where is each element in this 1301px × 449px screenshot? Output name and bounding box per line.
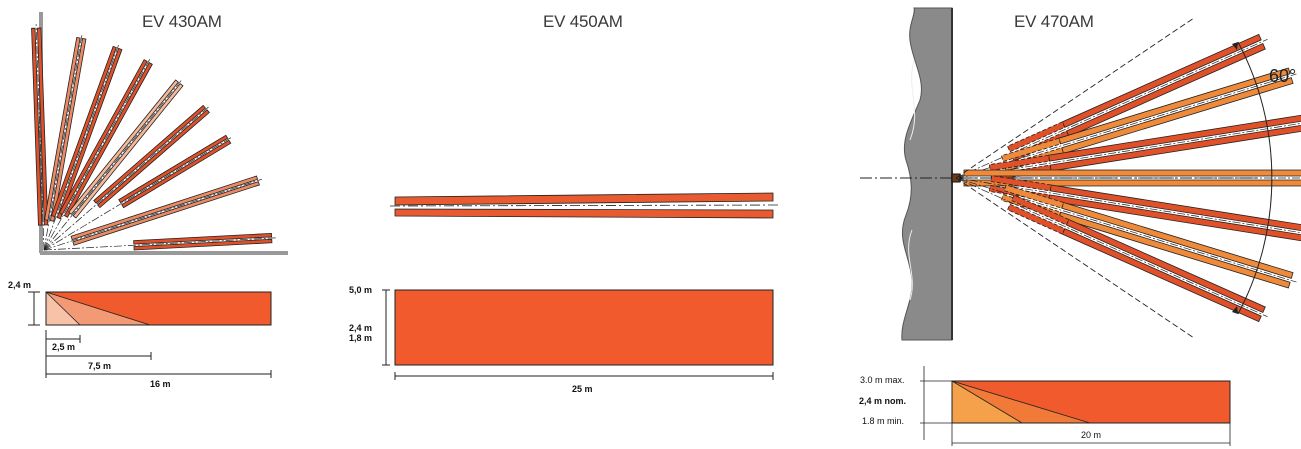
- ev430am-beam-fan: [31, 24, 276, 251]
- beam-axis: [955, 177, 1301, 233]
- beam-near-segment: [1003, 184, 1065, 209]
- beam-segment: [72, 83, 184, 219]
- ev450am-distance-dimension: [394, 372, 774, 380]
- beam-segment: [70, 175, 259, 241]
- ev470am-height-dimension: [920, 366, 952, 440]
- model-title: EV 450AM: [543, 12, 623, 31]
- beam-axis: [43, 136, 232, 251]
- wall-section: [901, 7, 953, 341]
- beam-segment: [58, 59, 148, 215]
- ev470am-distance-dimension: [951, 423, 1231, 446]
- ev470am-height-min: 1.8 m min.: [862, 416, 905, 426]
- panel-ev450am: EV 450AM 5,0 m 2,4 m 1,8 m 25 m: [340, 0, 800, 449]
- beam-segment: [51, 45, 117, 218]
- ev450am-beam-pair: [389, 192, 779, 219]
- field-boundary-bottom: [955, 177, 1195, 339]
- beam-segment: [37, 27, 49, 226]
- beam-axis: [43, 178, 262, 251]
- ev470am-height-nom: 2,4 m nom.: [859, 396, 907, 406]
- beam-segment: [118, 134, 229, 204]
- beam-axis: [955, 123, 1301, 179]
- field-boundary-top: [955, 17, 1195, 179]
- beam-segment: [1061, 228, 1262, 323]
- ev450am-height-nom: 2,4 m: [349, 323, 373, 333]
- beam-segment: [72, 181, 260, 246]
- beam-segment: [63, 61, 153, 218]
- panel-ev430am: EV 430AM 2,4 m 2,5 m 7,5 m 1: [0, 0, 300, 449]
- beam-segment: [121, 139, 232, 209]
- ev470am-coverage-diagram: [860, 7, 1301, 446]
- beam-segment: [133, 232, 273, 245]
- beam-segment: [963, 169, 1301, 177]
- model-title: EV 470AM: [1014, 12, 1094, 31]
- ev450am-height-dimension: [382, 289, 390, 366]
- beam-axis: [955, 177, 1297, 283]
- beam-segment: [1061, 33, 1262, 128]
- beam-segment: [68, 79, 179, 215]
- beam-segment: [31, 27, 43, 226]
- ev450am-zone-box: [394, 289, 774, 366]
- ev470am-zone-box: [951, 380, 1231, 424]
- beam-segment: [1065, 43, 1266, 138]
- ev450am-distance: 25 m: [572, 384, 593, 394]
- ev470am-height-max: 3.0 m max.: [860, 375, 905, 385]
- beam-segment: [133, 238, 273, 251]
- beam-axis: [43, 34, 83, 251]
- beam-segment: [1065, 218, 1266, 313]
- ev450am-height-top: 5,0 m: [349, 285, 373, 295]
- ev430am-distance-2: 7,5 m: [88, 361, 112, 371]
- ev470am-distance: 20 m: [1081, 430, 1102, 440]
- beam-axis: [35, 24, 45, 251]
- beam-axis: [955, 177, 1268, 318]
- beam-segment: [93, 104, 207, 204]
- ev470am-beam-fan: [951, 33, 1301, 323]
- beam-segment: [1049, 124, 1301, 172]
- ev430am-zone-box: [45, 291, 272, 326]
- coverage-angle: 60°: [1269, 66, 1297, 86]
- ev430am-coverage-diagram: [28, 12, 288, 378]
- beam-segment: [56, 47, 123, 220]
- beam-segment: [97, 109, 210, 209]
- beam-axis: [43, 106, 210, 251]
- ev450am-height-min: 1,8 m: [349, 333, 373, 343]
- panel-ev470am: EV 470AM: [840, 0, 1301, 449]
- beam-axis: [43, 58, 151, 251]
- beam-axis: [43, 44, 120, 251]
- beam-segment: [44, 36, 81, 221]
- ev430am-height-dimension: [28, 291, 40, 326]
- ev430am-distance-1: 2,5 m: [52, 342, 76, 352]
- model-title: EV 430AM: [142, 12, 222, 31]
- beam-segment: [49, 38, 87, 222]
- beam-segment: [1049, 184, 1301, 232]
- ev450am-coverage-diagram: [382, 192, 779, 380]
- ev430am-distance-dimensions: [45, 330, 272, 378]
- ev430am-distance-3: 16 m: [150, 379, 171, 389]
- beam-near-segment: [1000, 137, 1062, 162]
- beam-axis: [43, 237, 276, 251]
- beam-axis: [43, 79, 183, 251]
- angle-arc: [1237, 41, 1273, 315]
- ev430am-height-label: 2,4 m: [8, 280, 32, 290]
